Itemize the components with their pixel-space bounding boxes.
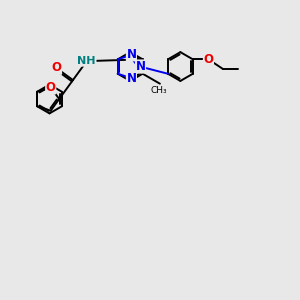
Text: O: O [52,61,61,74]
Text: O: O [46,81,56,94]
Text: N: N [126,48,136,61]
Text: O: O [203,53,214,66]
Text: CH₃: CH₃ [150,86,167,95]
Text: N: N [136,60,146,73]
Text: NH: NH [77,56,96,66]
Text: N: N [126,72,136,85]
